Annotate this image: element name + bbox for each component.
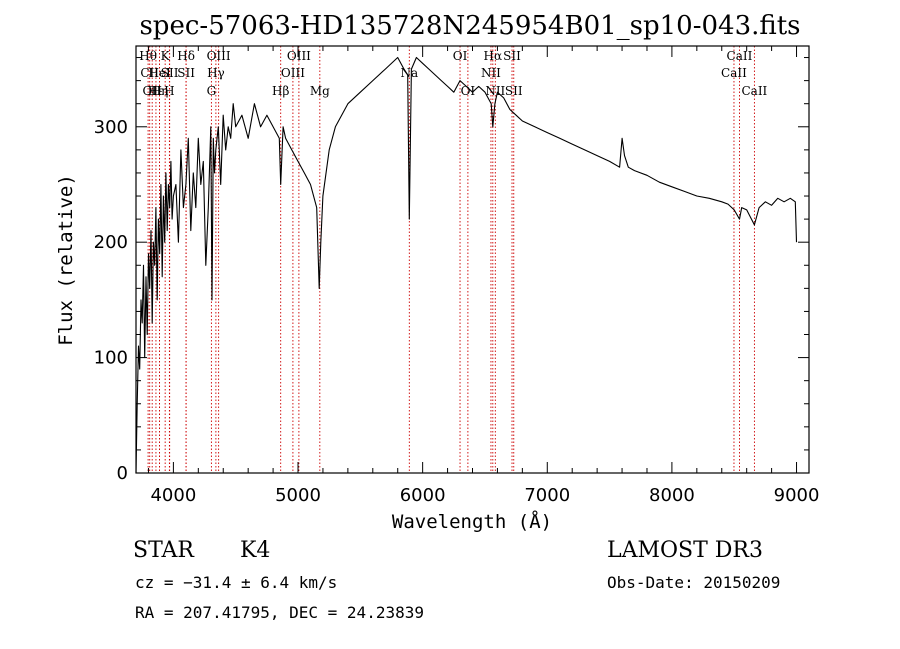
spectral-line-label: SII: [505, 84, 523, 98]
spectral-line-label: Hα: [484, 49, 503, 63]
spectral-line-label: Hη: [151, 84, 169, 98]
spectral-line-label: Hδ: [177, 49, 195, 63]
x-tick-label: 7000: [524, 485, 570, 506]
spectral-line-label: Hβ: [272, 84, 289, 98]
spectral-line-label: CaII: [727, 49, 753, 63]
y-tick-label: 300: [94, 117, 128, 138]
spectral-line-label: Mg: [310, 84, 330, 98]
spectral-line-label: OIII: [207, 49, 231, 63]
flux-series-line: [135, 56, 798, 474]
x-axis-label: Wavelength (Å): [392, 510, 552, 533]
spectral-line-label: OII: [143, 84, 163, 98]
spectral-line-label: Hε: [148, 84, 165, 98]
spectral-line-label: Hγ: [207, 66, 225, 80]
ticks-layer: 4000 5000 6000 7000 8000 9000 0 100 200 300: [94, 46, 820, 506]
spectral-line-label: SII: [177, 66, 195, 80]
spectral-line-label: OIII: [281, 66, 305, 80]
x-tick-label: 4000: [150, 485, 196, 506]
spectral-lines-layer: [147, 46, 755, 473]
y-axis-label: Flux (relative): [55, 174, 77, 346]
x-tick-label: 8000: [649, 485, 695, 506]
chart-title: spec-57063-HD135728N245954B01_sp10-043.f…: [139, 11, 800, 41]
spectral-line-label: NII: [481, 66, 501, 80]
spectral-line-label: OIII: [287, 49, 311, 63]
redshift-cz: cz = −31.4 ± 6.4 km/s: [135, 573, 338, 592]
spectral-line-label: OI: [461, 84, 476, 98]
spectral-line-label: NII: [485, 84, 505, 98]
spectral-line-label: HeI: [148, 66, 171, 80]
spectral-line-label: Hθ: [139, 49, 157, 63]
x-tick-label: 9000: [774, 485, 820, 506]
observation-date: Obs-Date: 20150209: [607, 573, 781, 592]
survey-name: LAMOST DR3: [607, 538, 763, 563]
x-tick-label: 5000: [275, 485, 321, 506]
spectral-line-label: CaII: [721, 66, 747, 80]
y-tick-label: 200: [94, 232, 128, 253]
spectral-line-label: SII: [161, 66, 179, 80]
spectral-line-label: OI: [453, 49, 468, 63]
spectral-line-label: CII: [140, 66, 159, 80]
spectral-line-label: H: [164, 84, 174, 98]
y-tick-label: 0: [117, 463, 128, 484]
spectral-line-label: K: [161, 49, 171, 63]
y-tick-label: 100: [94, 348, 128, 369]
spectral-line-label: Na: [400, 66, 418, 80]
coordinates: RA = 207.41795, DEC = 24.23839: [135, 603, 424, 622]
spectral-line-label: CaII: [741, 84, 767, 98]
spectral-line-label: G: [207, 84, 217, 98]
series-layer: [135, 56, 798, 474]
x-tick-label: 6000: [400, 485, 446, 506]
spectral-subclass: K4: [240, 538, 271, 563]
spectral-line-label: SII: [503, 49, 521, 63]
plot-frame: [135, 45, 810, 474]
object-class: STAR: [133, 538, 194, 563]
